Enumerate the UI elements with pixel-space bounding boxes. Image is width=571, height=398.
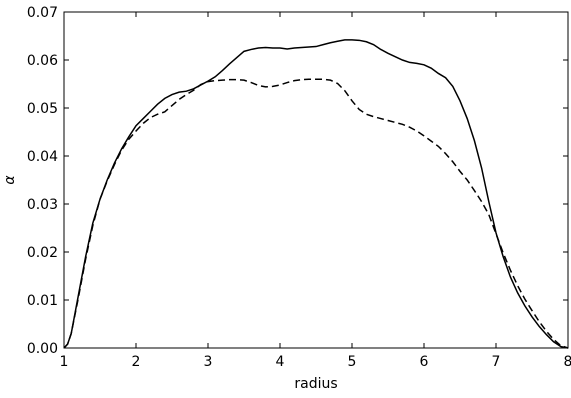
x-tick-label: 1 <box>60 354 69 370</box>
series-line-solid <box>63 39 569 349</box>
y-tick-label: 0.03 <box>27 197 58 213</box>
x-tick-label: 4 <box>276 354 285 370</box>
x-tick-label: 8 <box>564 354 571 370</box>
y-tick-label: 0.00 <box>27 341 58 357</box>
x-tick-label: 6 <box>420 354 429 370</box>
ticks-layer: 1 2 3 4 5 6 7 8 0.00 0.01 0.02 0.03 0.04 0.05 0.06 0.07 <box>27 5 571 370</box>
x-tick-label: 3 <box>204 354 213 370</box>
y-tick-label: 0.07 <box>27 5 58 21</box>
y-tick-label: 0.02 <box>27 245 58 261</box>
x-tick-label: 2 <box>132 354 141 370</box>
x-axis-label: radius <box>294 376 337 392</box>
y-axis-label: α <box>2 175 18 185</box>
y-tick-label: 0.01 <box>27 293 58 309</box>
series-line-dashed <box>63 78 569 349</box>
x-tick-label: 5 <box>348 354 357 370</box>
y-tick-label: 0.05 <box>27 101 58 117</box>
y-tick-label: 0.06 <box>27 53 58 69</box>
x-tick-label: 7 <box>492 354 501 370</box>
series-layer <box>63 39 569 349</box>
plot-frame <box>63 11 569 349</box>
y-tick-label: 0.04 <box>27 149 58 165</box>
